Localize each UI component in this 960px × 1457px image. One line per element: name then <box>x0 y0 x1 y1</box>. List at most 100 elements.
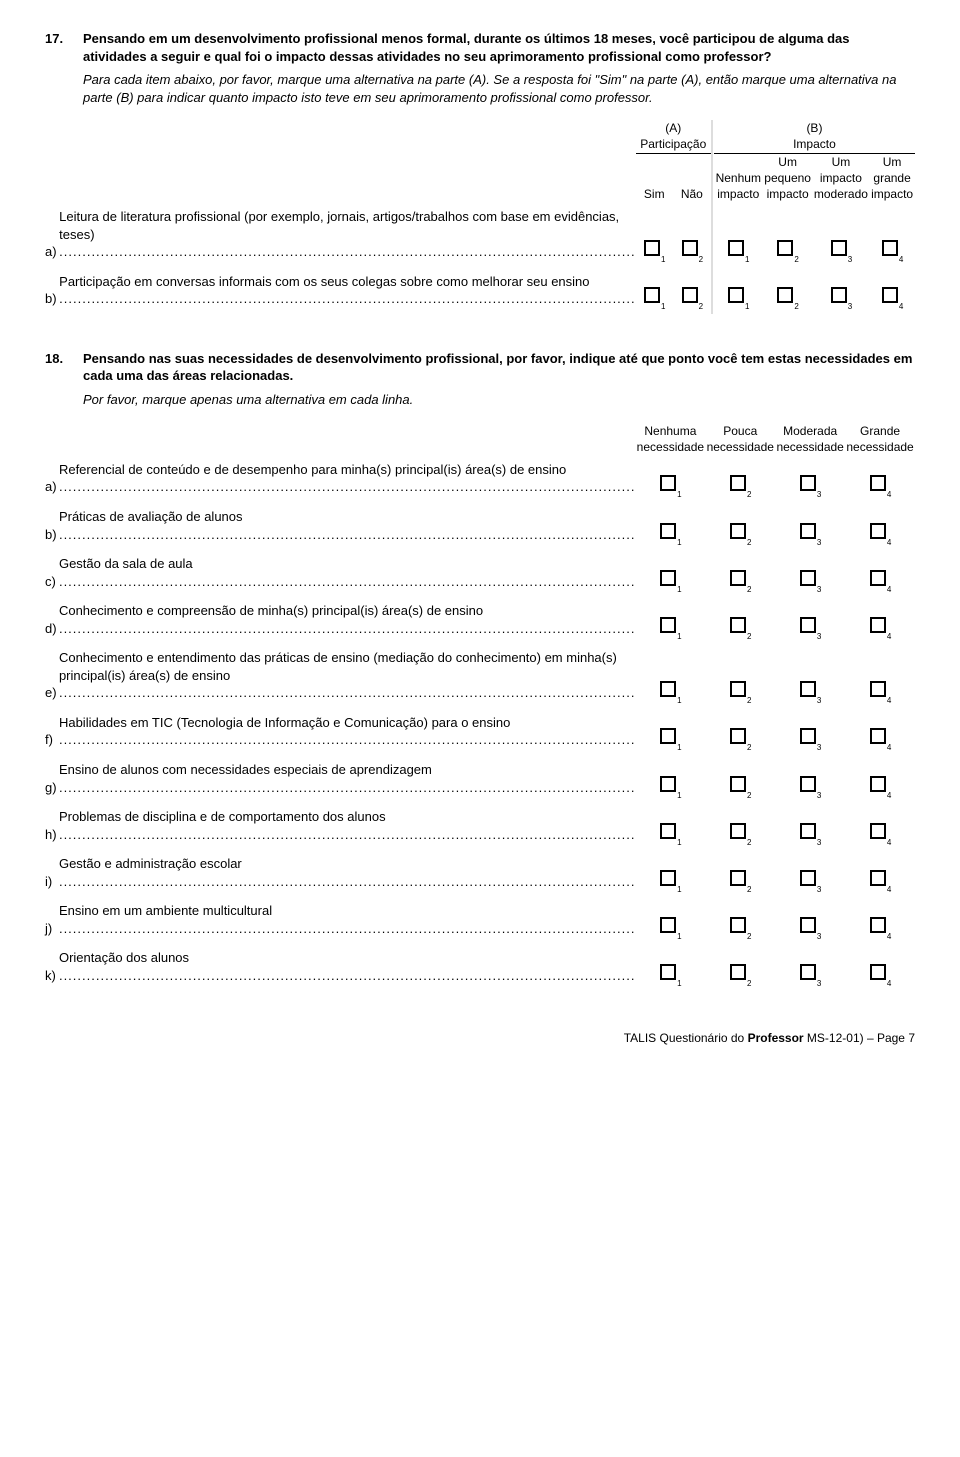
item-letter: j) <box>45 896 59 943</box>
checkbox[interactable] <box>728 287 744 303</box>
item-letter: b) <box>45 267 59 314</box>
col-nenhum-impacto: Nenhum impacto <box>714 153 763 202</box>
checkbox[interactable] <box>730 776 746 792</box>
checkbox[interactable] <box>800 776 816 792</box>
checkbox[interactable] <box>660 964 676 980</box>
checkbox[interactable] <box>870 617 886 633</box>
table-row: h)Problemas de disciplina e de comportam… <box>45 802 915 849</box>
checkbox-subscript: 4 <box>887 743 891 752</box>
checkbox-subscript: 1 <box>677 585 681 594</box>
checkbox-subscript: 3 <box>817 791 821 800</box>
checkbox[interactable] <box>730 964 746 980</box>
checkbox[interactable] <box>660 523 676 539</box>
question-18-number: 18. <box>45 350 83 385</box>
checkbox[interactable] <box>800 823 816 839</box>
checkbox[interactable] <box>870 570 886 586</box>
checkbox[interactable] <box>730 681 746 697</box>
checkbox-subscript: 2 <box>747 696 751 705</box>
checkbox[interactable] <box>660 570 676 586</box>
col-grande-impacto: Um grande impacto <box>869 153 915 202</box>
checkbox[interactable] <box>870 823 886 839</box>
item-label: Leitura de literatura profissional (por … <box>59 202 635 267</box>
checkbox-subscript: 1 <box>677 791 681 800</box>
checkbox[interactable] <box>800 681 816 697</box>
item-letter: g) <box>45 755 59 802</box>
checkbox[interactable] <box>682 240 698 256</box>
checkbox-subscript: 1 <box>745 255 749 264</box>
checkbox-subscript: 2 <box>747 838 751 847</box>
checkbox[interactable] <box>660 681 676 697</box>
checkbox[interactable] <box>870 870 886 886</box>
checkbox[interactable] <box>730 570 746 586</box>
checkbox[interactable] <box>800 728 816 744</box>
col-pequeno-impacto: Um pequeno impacto <box>763 153 813 202</box>
item-label: Práticas de avaliação de alunos <box>59 502 635 549</box>
checkbox[interactable] <box>660 475 676 491</box>
checkbox[interactable] <box>660 617 676 633</box>
checkbox-subscript: 4 <box>887 932 891 941</box>
checkbox[interactable] <box>660 870 676 886</box>
checkbox[interactable] <box>644 287 660 303</box>
checkbox-subscript: 2 <box>794 255 798 264</box>
checkbox[interactable] <box>730 728 746 744</box>
checkbox[interactable] <box>730 870 746 886</box>
checkbox[interactable] <box>800 917 816 933</box>
question-18-instruction: Por favor, marque apenas uma alternativa… <box>83 391 915 409</box>
checkbox[interactable] <box>730 823 746 839</box>
item-label: Referencial de conteúdo e de desempenho … <box>59 455 635 502</box>
question-18-text: Pensando nas suas necessidades de desenv… <box>83 350 915 385</box>
item-letter: b) <box>45 502 59 549</box>
checkbox[interactable] <box>660 823 676 839</box>
col-grande: Grande necessidade <box>845 423 915 455</box>
checkbox[interactable] <box>800 523 816 539</box>
table-row: b)Participação em conversas informais co… <box>45 267 915 314</box>
checkbox-subscript: 4 <box>887 885 891 894</box>
checkbox[interactable] <box>882 240 898 256</box>
group-b-sub: Impacto <box>793 137 836 151</box>
checkbox[interactable] <box>644 240 660 256</box>
item-letter: i) <box>45 849 59 896</box>
checkbox[interactable] <box>831 287 847 303</box>
checkbox[interactable] <box>660 776 676 792</box>
checkbox[interactable] <box>882 287 898 303</box>
checkbox-subscript: 3 <box>817 585 821 594</box>
checkbox-subscript: 2 <box>699 302 703 311</box>
col-moderado-impacto: Um impacto moderado <box>813 153 870 202</box>
checkbox-subscript: 1 <box>677 743 681 752</box>
group-b-header: (B) Impacto <box>714 120 915 153</box>
checkbox[interactable] <box>870 917 886 933</box>
checkbox[interactable] <box>730 523 746 539</box>
question-17-text: Pensando em um desenvolvimento profissio… <box>83 30 915 65</box>
checkbox[interactable] <box>660 917 676 933</box>
table-row: j)Ensino em um ambiente multicultural123… <box>45 896 915 943</box>
checkbox[interactable] <box>730 617 746 633</box>
table-row: i)Gestão e administração escolar1234 <box>45 849 915 896</box>
checkbox[interactable] <box>870 964 886 980</box>
checkbox[interactable] <box>777 287 793 303</box>
checkbox-subscript: 2 <box>747 538 751 547</box>
checkbox[interactable] <box>831 240 847 256</box>
checkbox[interactable] <box>870 523 886 539</box>
checkbox[interactable] <box>728 240 744 256</box>
checkbox[interactable] <box>660 728 676 744</box>
question-18-header: 18. Pensando nas suas necessidades de de… <box>45 350 915 385</box>
checkbox-subscript: 3 <box>817 979 821 988</box>
checkbox[interactable] <box>800 570 816 586</box>
item-letter: a) <box>45 455 59 502</box>
checkbox-subscript: 1 <box>677 490 681 499</box>
checkbox[interactable] <box>870 728 886 744</box>
checkbox[interactable] <box>870 776 886 792</box>
checkbox-subscript: 1 <box>661 302 665 311</box>
checkbox[interactable] <box>870 475 886 491</box>
checkbox[interactable] <box>800 964 816 980</box>
checkbox[interactable] <box>730 475 746 491</box>
item-label: Orientação dos alunos <box>59 943 635 990</box>
checkbox[interactable] <box>870 681 886 697</box>
checkbox[interactable] <box>800 617 816 633</box>
checkbox[interactable] <box>682 287 698 303</box>
checkbox[interactable] <box>800 475 816 491</box>
checkbox[interactable] <box>777 240 793 256</box>
checkbox[interactable] <box>800 870 816 886</box>
checkbox[interactable] <box>730 917 746 933</box>
checkbox-subscript: 1 <box>677 979 681 988</box>
